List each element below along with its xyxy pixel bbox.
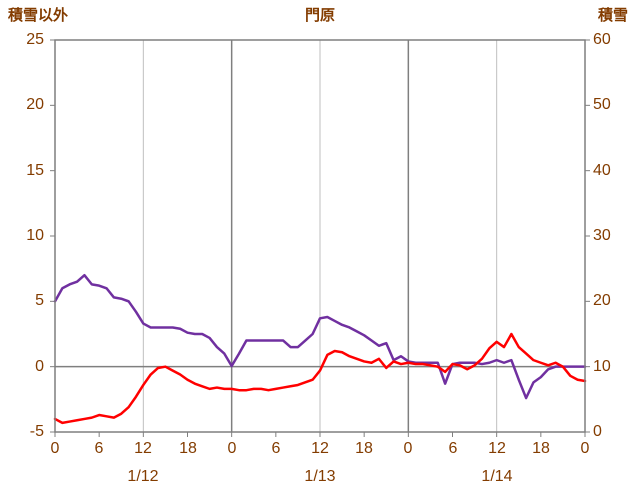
right-axis-tick-label: 10 <box>593 358 611 375</box>
left-axis-tick-label: 15 <box>26 162 44 179</box>
series-layer <box>53 273 587 425</box>
left-axis-title: 積雪以外 <box>8 7 69 24</box>
right-axis-tick-label: 30 <box>593 227 611 244</box>
left-axis-tick-label: 25 <box>26 31 44 48</box>
left-axis-tick-label: 20 <box>26 96 44 113</box>
date-label: 1/13 <box>304 468 336 485</box>
x-axis-tick-label: 18 <box>355 440 373 457</box>
left-axis-tick-label: 5 <box>35 292 44 309</box>
x-axis-tick-label: 0 <box>403 440 413 457</box>
right-axis-tick-label: 50 <box>593 96 611 113</box>
series-line-other-than-snow <box>53 332 587 425</box>
plot-border <box>54 39 586 433</box>
right-axis-tick-label: 0 <box>593 423 602 440</box>
left-axis-tick-label: 10 <box>26 227 44 244</box>
x-axis-tick-label: 12 <box>134 440 152 457</box>
series-line-snow-depth <box>53 273 587 400</box>
x-axis-tick-label: 0 <box>580 440 590 457</box>
chart-title: 門原 <box>304 7 335 24</box>
left-axis-tick-label: -5 <box>29 423 44 440</box>
right-axis-tick-label: 20 <box>593 292 611 309</box>
x-axis-tick-label: 0 <box>227 440 237 457</box>
grid-layer <box>50 39 590 437</box>
right-axis-tick-label: 60 <box>593 31 611 48</box>
date-label: 1/12 <box>127 468 159 485</box>
x-axis-tick-label: 18 <box>179 440 197 457</box>
x-axis-tick-label: 18 <box>532 440 550 457</box>
x-axis-tick-label: 12 <box>488 440 506 457</box>
right-axis-tick-label: 40 <box>593 162 611 179</box>
x-axis-tick-label: 6 <box>271 440 281 457</box>
right-axis-title: 積雪 <box>597 7 628 24</box>
left-axis-tick-label: 0 <box>35 358 44 375</box>
x-axis-tick-label: 12 <box>311 440 329 457</box>
x-axis-tick-label: 6 <box>94 440 104 457</box>
x-axis-tick-label: 6 <box>448 440 458 457</box>
date-label: 1/14 <box>481 468 513 485</box>
x-axis-tick-label: 0 <box>50 440 60 457</box>
